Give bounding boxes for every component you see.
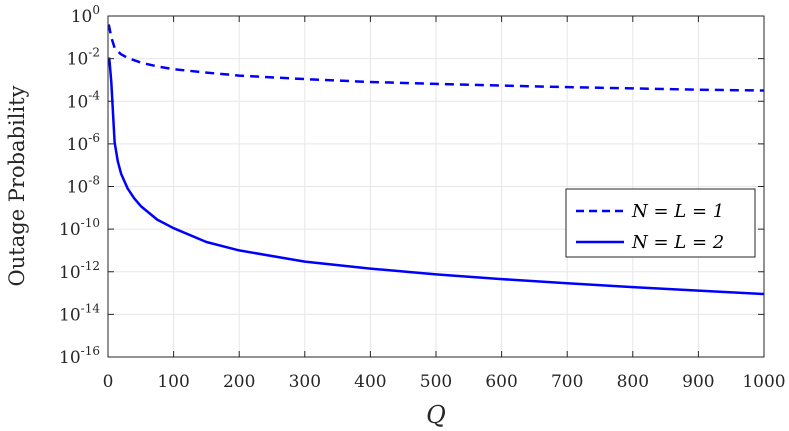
x-tick-label: 200 (223, 372, 255, 392)
y-tick-label: 10-2 (67, 46, 100, 70)
y-tick-labels: 100 10-2 10-4 10-6 10-8 10-10 10-12 10-14 10-16 (59, 3, 100, 368)
x-tick-label: 900 (682, 372, 714, 392)
series-line-2 (108, 57, 765, 296)
x-tick-label: 400 (354, 372, 386, 392)
y-tick-label: 10-6 (67, 131, 100, 155)
x-tick-label: 600 (485, 372, 517, 392)
legend: N = L = 1 N = L = 2 (565, 188, 756, 258)
legend-box (565, 188, 756, 258)
ticks (107, 15, 765, 358)
y-tick-label: 10-10 (59, 216, 100, 240)
x-axis-title: Q (426, 401, 446, 429)
y-tick-label: 10-8 (67, 174, 100, 198)
grid (108, 16, 764, 357)
x-tick-label: 0 (103, 372, 114, 392)
y-axis-title: Outage Probability (5, 85, 29, 286)
plot-lines (107, 24, 765, 296)
x-tick-label: 800 (617, 372, 649, 392)
y-tick-label: 10-14 (59, 301, 100, 325)
y-tick-label: 100 (71, 3, 100, 27)
series-line-1 (107, 24, 765, 92)
x-tick-label: 300 (289, 372, 321, 392)
y-tick-label: 10-16 (59, 344, 100, 368)
legend-label-series-1: N = L = 1 (631, 201, 724, 222)
x-tick-label: 1000 (742, 372, 785, 392)
x-tick-labels: 0 100 200 300 400 500 600 700 800 900 1000 (103, 372, 786, 392)
y-tick-label: 10-4 (67, 88, 101, 112)
x-tick-label: 100 (157, 372, 189, 392)
x-tick-label: 500 (420, 372, 452, 392)
y-tick-label: 10-12 (59, 259, 100, 283)
x-tick-label: 700 (551, 372, 583, 392)
legend-label-series-2: N = L = 2 (631, 232, 724, 253)
